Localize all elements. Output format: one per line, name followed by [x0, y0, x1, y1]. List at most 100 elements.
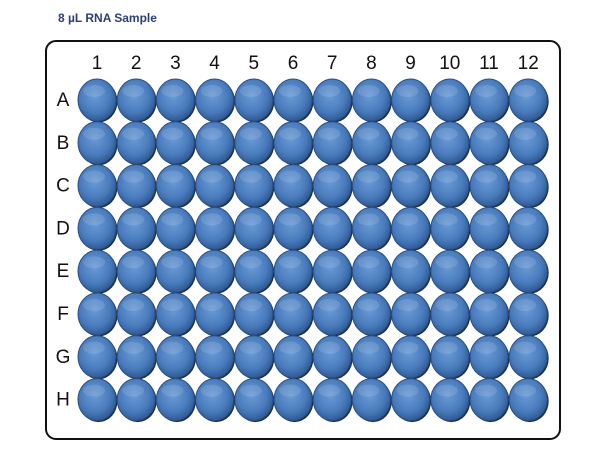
well-highlight [475, 170, 497, 183]
well-highlight [514, 341, 537, 354]
well-highlight [239, 85, 262, 97]
row-label: D [56, 218, 70, 239]
well [508, 78, 548, 122]
well [508, 121, 548, 165]
well [430, 378, 470, 422]
well-highlight [475, 256, 497, 269]
well-highlight [435, 384, 458, 397]
well [77, 121, 117, 165]
well [116, 292, 156, 336]
well [430, 121, 470, 165]
well-highlight [122, 256, 145, 269]
well-highlight [200, 256, 223, 269]
well-highlight [279, 127, 301, 140]
well-highlight [435, 299, 458, 311]
well [77, 378, 117, 422]
well [195, 78, 235, 122]
well-highlight [279, 341, 301, 354]
row-label: B [57, 133, 70, 154]
well [508, 206, 548, 250]
well-highlight [318, 384, 341, 397]
well [234, 249, 274, 293]
well-highlight [514, 127, 537, 140]
well-highlight [514, 85, 537, 97]
well [312, 78, 352, 122]
well-highlight [122, 85, 145, 97]
column-label: 5 [249, 53, 260, 74]
well-highlight [239, 384, 262, 397]
well [77, 164, 117, 208]
well [234, 78, 274, 122]
well [234, 292, 274, 336]
well [312, 292, 352, 336]
well-highlight [279, 213, 301, 226]
well-highlight [318, 85, 341, 97]
well [391, 292, 431, 336]
well-highlight [396, 256, 419, 269]
well-highlight [122, 213, 145, 226]
well-highlight [239, 170, 262, 183]
well-highlight [200, 213, 223, 226]
well-highlight [239, 213, 262, 226]
well [312, 121, 352, 165]
well [430, 292, 470, 336]
well [116, 206, 156, 250]
well-highlight [161, 341, 184, 354]
well [469, 121, 509, 165]
well [195, 121, 235, 165]
well [391, 78, 431, 122]
well-highlight [475, 127, 497, 140]
well-highlight [83, 341, 105, 354]
well-highlight [435, 170, 458, 183]
well-highlight [318, 127, 341, 140]
well-highlight [161, 384, 184, 397]
well [155, 78, 195, 122]
well [77, 292, 117, 336]
well-highlight [357, 341, 380, 354]
well-highlight [83, 127, 105, 140]
well [391, 378, 431, 422]
column-label: 4 [209, 53, 220, 74]
well-highlight [83, 384, 105, 397]
well-highlight [239, 256, 262, 269]
well [116, 249, 156, 293]
well [195, 378, 235, 422]
well-highlight [200, 127, 223, 140]
well [351, 249, 391, 293]
well [312, 249, 352, 293]
column-label: 11 [479, 53, 499, 74]
well [273, 292, 313, 336]
well-highlight [357, 127, 380, 140]
well-highlight [318, 341, 341, 354]
well [351, 206, 391, 250]
well [116, 335, 156, 379]
column-label: 12 [518, 53, 539, 74]
title: 8 µL RNA Sample [58, 11, 157, 25]
well-highlight [279, 170, 301, 183]
well-highlight [514, 256, 537, 269]
well-highlight [239, 299, 262, 311]
column-label: 10 [439, 53, 460, 74]
well-highlight [279, 256, 301, 269]
well [508, 292, 548, 336]
well-highlight [318, 213, 341, 226]
well [508, 249, 548, 293]
well-highlight [357, 85, 380, 97]
well-highlight [279, 384, 301, 397]
well-highlight [161, 85, 184, 97]
well [312, 164, 352, 208]
well [155, 249, 195, 293]
well-highlight [475, 384, 497, 397]
well-highlight [239, 341, 262, 354]
well [351, 335, 391, 379]
well-highlight [396, 127, 419, 140]
well-highlight [475, 299, 497, 311]
well-highlight [475, 213, 497, 226]
well-highlight [318, 170, 341, 183]
well-highlight [200, 170, 223, 183]
well [195, 206, 235, 250]
column-label: 1 [92, 53, 103, 74]
well-highlight [122, 384, 145, 397]
well [234, 378, 274, 422]
well [116, 121, 156, 165]
